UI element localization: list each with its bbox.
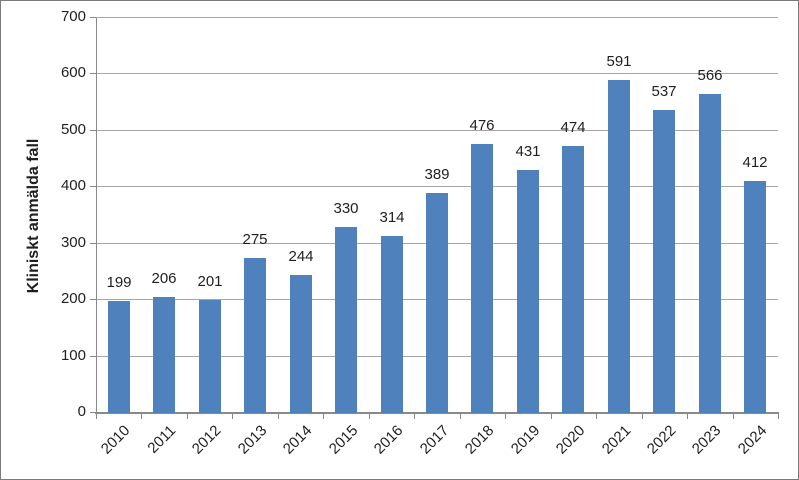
bar-value-label: 201 (197, 273, 223, 290)
x-axis-tick (642, 414, 643, 419)
bar-value-label: 476 (469, 117, 495, 134)
x-axis-tick (596, 414, 597, 419)
bar (108, 301, 130, 413)
gridline (96, 73, 778, 75)
x-axis-tick (187, 414, 188, 419)
bar (381, 236, 403, 413)
x-axis-tick (141, 414, 142, 419)
y-axis-tick-label: 0 (77, 403, 86, 420)
x-axis-tick-label: 2019 (507, 422, 543, 458)
gridline (96, 129, 778, 131)
x-axis-tick-label: 2022 (643, 422, 680, 458)
x-axis-tick (232, 414, 233, 419)
x-axis-tick (278, 414, 279, 419)
x-axis-tick (551, 414, 552, 419)
x-axis-tick-label: 2010 (98, 422, 134, 458)
bar-value-label: 537 (651, 83, 677, 100)
bar (335, 227, 357, 413)
x-axis-tick-label: 2014 (280, 422, 316, 458)
x-axis-tick (778, 414, 779, 419)
bar-value-label: 275 (242, 231, 268, 248)
bar (608, 80, 630, 413)
x-axis-tick (96, 414, 97, 419)
bar (290, 275, 312, 413)
y-axis-tick-label: 200 (60, 290, 86, 308)
bar (653, 110, 675, 413)
x-axis-tick (460, 414, 461, 419)
y-axis-tick-label: 600 (60, 64, 86, 82)
y-axis-line (96, 18, 97, 413)
x-axis-tick-label: 2021 (598, 422, 634, 458)
bar (199, 300, 221, 413)
gridline (96, 17, 778, 18)
x-axis-tick (505, 414, 506, 419)
x-axis-tick (687, 414, 688, 419)
y-axis-tick (90, 73, 96, 75)
x-axis-tick (369, 414, 370, 419)
bar-value-label: 389 (424, 166, 450, 183)
y-axis-tick (90, 299, 96, 301)
y-axis-tick (90, 242, 96, 244)
x-axis-tick-label: 2024 (734, 422, 771, 458)
plot-area: 199 206 201 275 244 330 314 389 476 431 474 591 537 5… (90, 17, 779, 419)
x-axis-tick-label: 2017 (416, 422, 453, 458)
bar (244, 258, 266, 413)
bar-value-label: 431 (515, 143, 541, 160)
gridline (96, 186, 778, 188)
y-axis-tick-label: 400 (60, 177, 86, 195)
y-axis-tick-label: 100 (60, 346, 86, 364)
x-axis-tick-label: 2018 (461, 422, 498, 458)
bar (562, 146, 584, 413)
x-axis-tick-label: 2020 (552, 422, 589, 458)
bar-value-label: 412 (742, 154, 768, 171)
bar (426, 193, 448, 413)
y-axis-tick (90, 129, 96, 131)
y-axis-tick (90, 17, 96, 18)
y-axis-tick-label: 700 (60, 8, 86, 25)
bar-value-label: 330 (333, 200, 359, 217)
bar-value-label: 474 (560, 119, 586, 136)
bar-value-label: 566 (697, 67, 723, 84)
bar-value-label: 314 (379, 209, 405, 226)
bar (153, 297, 175, 413)
x-axis-tick-label: 2016 (370, 422, 407, 458)
bar-value-label: 591 (606, 53, 632, 70)
x-axis-tick-label: 2023 (689, 422, 725, 458)
x-axis-tick-label: 2013 (234, 422, 271, 458)
y-axis-tick-label: 500 (60, 120, 86, 138)
y-axis-tick (90, 355, 96, 357)
x-axis-tick (733, 414, 734, 419)
x-axis-tick (323, 414, 324, 419)
x-axis-tick-label: 2015 (325, 422, 362, 458)
x-axis-line (95, 412, 779, 414)
bar (471, 144, 493, 413)
y-axis-tick (90, 412, 96, 413)
bar (517, 170, 539, 413)
bar-value-label: 206 (151, 270, 177, 287)
y-axis-tick-label: 300 (60, 233, 86, 251)
bar (744, 181, 766, 413)
bar-value-label: 199 (106, 274, 132, 291)
x-axis-tick-label: 2012 (189, 422, 225, 458)
y-axis-tick (90, 186, 96, 188)
bar-value-label: 244 (288, 248, 314, 265)
bar (699, 94, 721, 413)
x-axis-tick-label: 2011 (144, 422, 180, 457)
x-axis-tick (414, 414, 415, 419)
